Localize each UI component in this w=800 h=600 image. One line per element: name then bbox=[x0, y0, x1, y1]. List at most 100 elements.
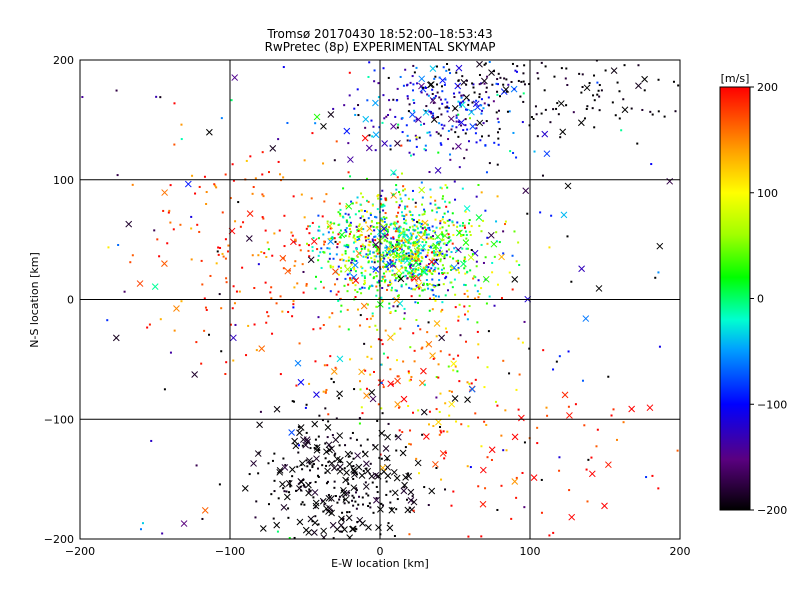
scatter-dot-point bbox=[379, 235, 382, 238]
scatter-dot-point bbox=[566, 84, 569, 87]
scatter-dot-point bbox=[334, 495, 337, 498]
scatter-dot-point bbox=[378, 456, 381, 459]
scatter-dot-point bbox=[322, 510, 325, 513]
scatter-dot-point bbox=[434, 251, 437, 254]
scatter-dot-point bbox=[156, 238, 159, 241]
scatter-dot-point bbox=[438, 433, 441, 436]
scatter-dot-point bbox=[81, 96, 84, 99]
scatter-dot-point bbox=[435, 226, 438, 229]
scatter-dot-point bbox=[190, 227, 193, 230]
scatter-dot-point bbox=[336, 246, 339, 249]
scatter-dot-point bbox=[352, 241, 355, 244]
scatter-dot-point bbox=[367, 260, 370, 263]
scatter-dot-point bbox=[497, 131, 500, 134]
scatter-dot-point bbox=[497, 72, 500, 75]
scatter-dot-point bbox=[505, 90, 508, 93]
scatter-dot-point bbox=[651, 474, 654, 477]
scatter-dot-point bbox=[354, 213, 357, 216]
scatter-dot-point bbox=[597, 89, 600, 92]
scatter-dot-point bbox=[385, 263, 388, 266]
scatter-dot-point bbox=[445, 331, 448, 334]
scatter-dot-point bbox=[329, 264, 332, 267]
scatter-dot-point bbox=[361, 196, 364, 199]
scatter-cross-point bbox=[601, 502, 608, 510]
scatter-dot-point bbox=[435, 65, 438, 68]
scatter-dot-point bbox=[475, 123, 478, 126]
scatter-dot-point bbox=[323, 243, 326, 246]
scatter-dot-point bbox=[480, 243, 483, 246]
scatter-dot-point bbox=[455, 114, 458, 117]
scatter-dot-point bbox=[277, 160, 280, 163]
scatter-dot-point bbox=[514, 69, 517, 72]
scatter-dot-point bbox=[383, 257, 386, 260]
scatter-dot-point bbox=[459, 234, 462, 237]
scatter-dot-point bbox=[383, 204, 386, 207]
scatter-dot-point bbox=[395, 289, 398, 292]
scatter-dot-point bbox=[396, 375, 399, 378]
scatter-dot-point bbox=[217, 246, 220, 249]
scatter-dot-point bbox=[347, 259, 350, 262]
scatter-dot-point bbox=[410, 263, 413, 266]
scatter-dot-point bbox=[383, 229, 386, 232]
scatter-dot-point bbox=[505, 78, 508, 81]
scatter-dot-point bbox=[365, 253, 368, 256]
scatter-dot-point bbox=[555, 360, 558, 363]
scatter-dot-point bbox=[350, 279, 353, 282]
scatter-dot-point bbox=[400, 265, 403, 268]
scatter-dot-point bbox=[408, 226, 411, 229]
scatter-dot-point bbox=[447, 233, 450, 236]
scatter-dot-point bbox=[498, 127, 501, 130]
scatter-dot-point bbox=[366, 99, 369, 102]
scatter-dot-point bbox=[123, 290, 126, 293]
scatter-dot-point bbox=[317, 523, 320, 526]
scatter-dot-point bbox=[548, 534, 551, 537]
scatter-cross-point bbox=[469, 123, 477, 130]
scatter-dot-point bbox=[383, 220, 386, 223]
scatter-dot-point bbox=[418, 219, 421, 222]
scatter-dot-point bbox=[552, 108, 555, 111]
scatter-dot-point bbox=[477, 183, 480, 186]
x-tick-label: 200 bbox=[670, 545, 691, 558]
scatter-dot-point bbox=[421, 213, 424, 216]
scatter-dot-point bbox=[550, 214, 553, 217]
scatter-dot-point bbox=[369, 506, 372, 509]
scatter-cross-point bbox=[460, 260, 467, 268]
scatter-dot-point bbox=[466, 108, 469, 111]
scatter-dot-point bbox=[368, 285, 371, 288]
scatter-dot-point bbox=[434, 284, 437, 287]
scatter-dot-point bbox=[282, 66, 285, 69]
scatter-dot-point bbox=[510, 80, 513, 83]
scatter-dot-point bbox=[255, 500, 258, 503]
scatter-cross-point bbox=[530, 474, 538, 481]
scatter-dot-point bbox=[486, 242, 489, 245]
scatter-dot-point bbox=[536, 72, 539, 75]
colorbar-tick-label: −100 bbox=[757, 398, 787, 411]
scatter-dot-point bbox=[442, 235, 445, 238]
scatter-dot-point bbox=[540, 511, 543, 514]
scatter-cross-point bbox=[641, 75, 648, 83]
scatter-dot-point bbox=[400, 245, 403, 248]
scatter-dot-point bbox=[423, 238, 426, 241]
scatter-dot-point bbox=[422, 232, 425, 235]
scatter-dot-point bbox=[394, 277, 397, 280]
scatter-dot-point bbox=[411, 273, 414, 276]
scatter-dot-point bbox=[434, 299, 437, 302]
scatter-dot-point bbox=[478, 224, 481, 227]
scatter-dot-point bbox=[389, 148, 392, 151]
scatter-cross-point bbox=[417, 234, 425, 241]
scatter-dot-point bbox=[413, 119, 416, 122]
scatter-dot-point bbox=[381, 343, 384, 346]
scatter-dot-point bbox=[433, 268, 436, 271]
scatter-dot-point bbox=[390, 289, 393, 292]
scatter-dot-point bbox=[420, 222, 423, 225]
scatter-dot-point bbox=[248, 473, 251, 476]
scatter-dot-point bbox=[439, 246, 442, 249]
scatter-dot-point bbox=[452, 357, 455, 360]
scatter-dot-point bbox=[427, 248, 430, 251]
scatter-dot-point bbox=[427, 245, 430, 248]
scatter-dot-point bbox=[220, 307, 223, 310]
scatter-dot-point bbox=[565, 67, 568, 70]
scatter-cross-point bbox=[173, 305, 180, 312]
scatter-dot-point bbox=[402, 241, 405, 244]
scatter-dot-point bbox=[377, 403, 380, 406]
